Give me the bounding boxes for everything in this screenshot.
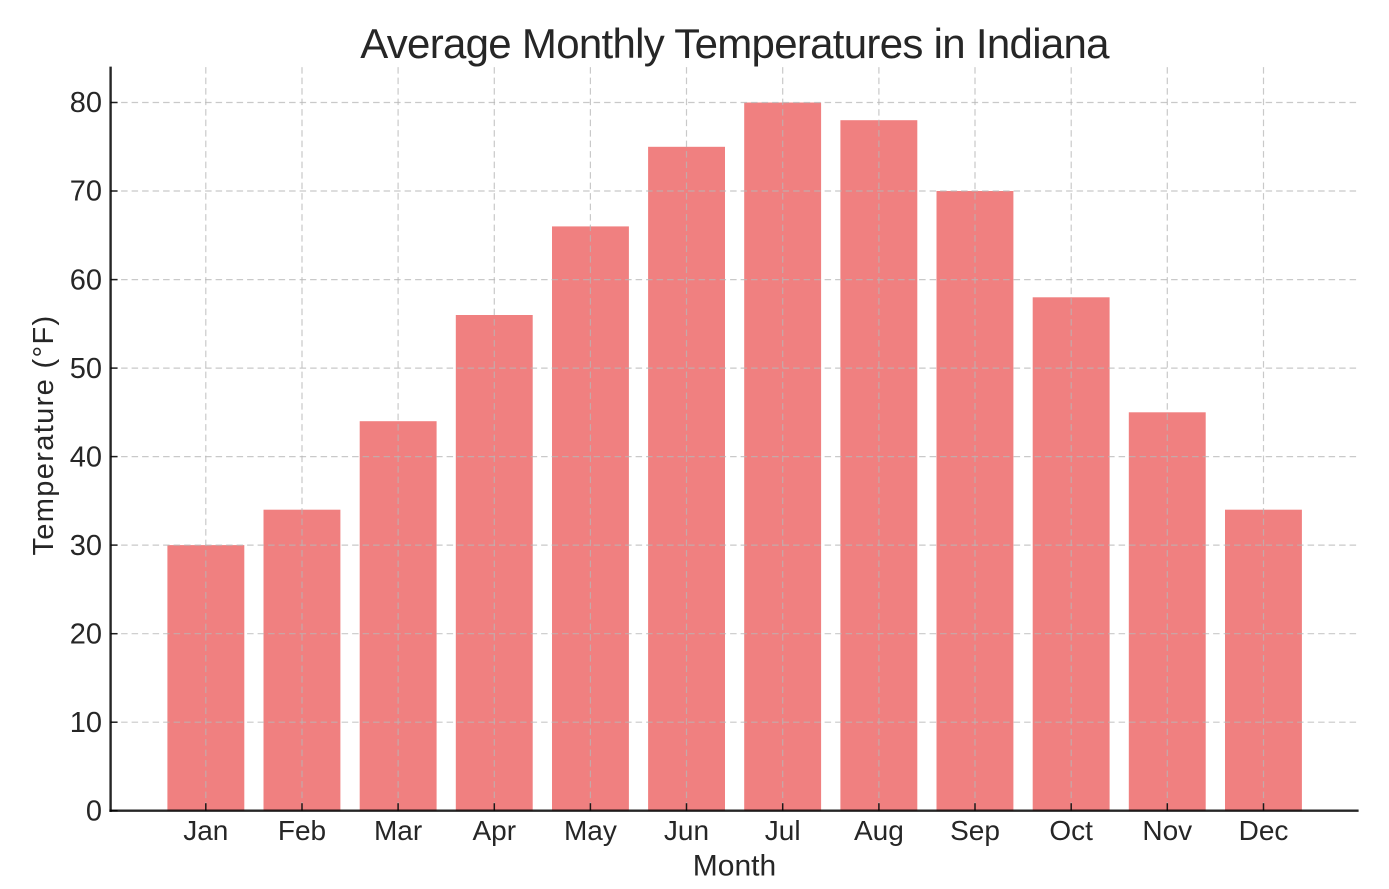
- svg-text:Jan: Jan: [183, 815, 228, 846]
- svg-text:50: 50: [70, 353, 102, 385]
- svg-text:10: 10: [70, 707, 102, 739]
- svg-text:Nov: Nov: [1142, 815, 1192, 846]
- svg-text:20: 20: [70, 618, 102, 650]
- svg-text:0: 0: [86, 795, 102, 827]
- svg-text:Sep: Sep: [950, 815, 1000, 846]
- svg-text:Aug: Aug: [854, 815, 904, 846]
- svg-text:80: 80: [70, 87, 102, 119]
- svg-text:Dec: Dec: [1239, 815, 1289, 846]
- svg-text:30: 30: [70, 530, 102, 562]
- svg-text:May: May: [564, 815, 617, 846]
- svg-text:Month: Month: [693, 850, 776, 883]
- svg-text:Apr: Apr: [473, 815, 517, 846]
- svg-text:Jul: Jul: [765, 815, 801, 846]
- svg-text:60: 60: [70, 264, 102, 296]
- svg-text:Jun: Jun: [664, 815, 709, 846]
- svg-text:Temperature (°F): Temperature (°F): [28, 314, 60, 555]
- svg-text:70: 70: [70, 176, 102, 208]
- svg-text:Oct: Oct: [1049, 815, 1093, 846]
- svg-text:Average Monthly Temperatures i: Average Monthly Temperatures in Indiana: [360, 20, 1110, 67]
- svg-text:Mar: Mar: [374, 815, 422, 846]
- svg-text:Feb: Feb: [278, 815, 326, 846]
- svg-text:40: 40: [70, 441, 102, 473]
